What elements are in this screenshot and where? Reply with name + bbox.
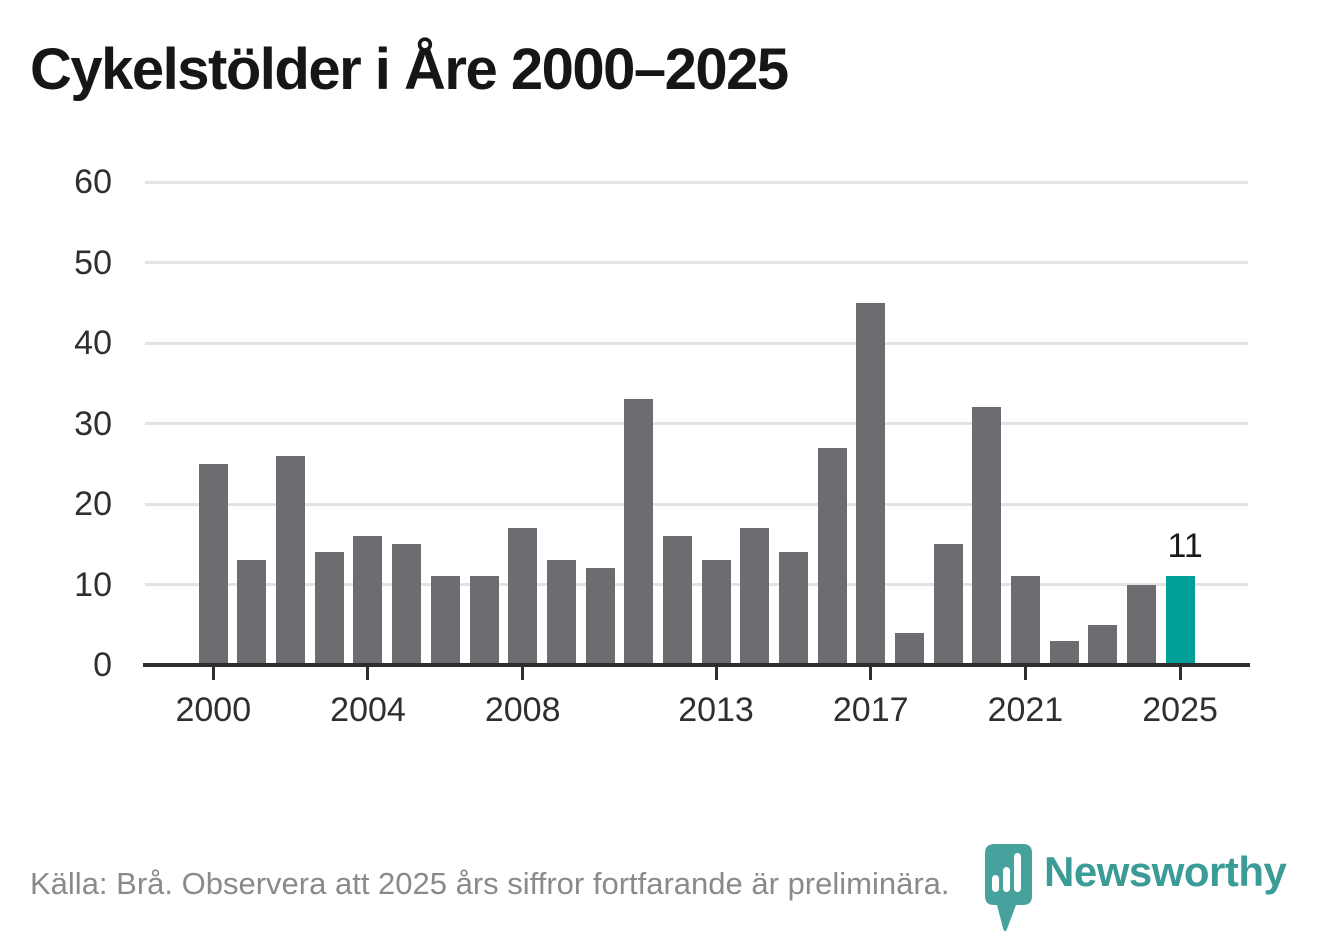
source-note: Källa: Brå. Observera att 2025 års siffr…	[30, 866, 950, 901]
gridline-y-40	[145, 341, 1248, 345]
x-axis-label-2025: 2025	[1142, 691, 1218, 729]
bar-2006	[430, 576, 460, 665]
highlight-value-label: 11	[1167, 527, 1203, 566]
bar-2021	[1010, 576, 1040, 665]
x-axis-label-2021: 2021	[987, 691, 1064, 729]
newsworthy-wordmark: Newsworthy	[1044, 848, 1287, 895]
x-axis-line	[143, 663, 1250, 667]
bar-2023	[1088, 624, 1118, 665]
bar-2008	[508, 528, 538, 665]
bar-2012	[662, 536, 692, 665]
x-axis-tick-2013	[714, 667, 718, 680]
x-axis-tick-2000	[211, 667, 215, 680]
x-axis-tick-2017	[869, 667, 873, 680]
bar-2018	[894, 632, 924, 665]
y-axis-label-60: 60	[74, 163, 112, 201]
bar-2009	[546, 560, 576, 665]
bar-2011	[624, 399, 654, 665]
bar-2003	[314, 552, 344, 665]
bar-2017	[856, 302, 886, 665]
x-axis-label-2017: 2017	[832, 691, 909, 729]
x-axis-tick-2025	[1178, 667, 1182, 680]
y-axis-label-10: 10	[74, 565, 112, 604]
bar-2013	[701, 560, 731, 665]
bar-2024	[1126, 584, 1156, 665]
x-axis-tick-2008	[521, 667, 525, 680]
bar-2015	[778, 552, 808, 665]
gridline-y-20	[145, 502, 1248, 506]
bar-2020	[972, 407, 1002, 665]
x-axis-tick-2021	[1023, 667, 1027, 680]
bar-2019	[933, 544, 963, 665]
bar-2007	[469, 576, 499, 665]
x-axis-label-2004: 2004	[330, 691, 406, 729]
bar-2002	[276, 455, 306, 665]
bar-2025	[1165, 576, 1195, 665]
bar-2016	[817, 447, 847, 665]
bar-2014	[740, 528, 770, 665]
bar-2005	[392, 544, 422, 665]
y-axis-label-50: 50	[74, 243, 112, 282]
x-axis-tick-2004	[366, 667, 370, 680]
chart-title: Cykelstölder i Åre 2000–2025	[30, 37, 789, 102]
gridline-y-50	[145, 261, 1248, 264]
bar-2010	[585, 568, 615, 665]
gridline-y-30	[145, 422, 1248, 425]
y-axis-label-0: 0	[93, 646, 112, 684]
y-axis-label-30: 30	[74, 404, 112, 443]
newsworthy-pin-barchart-icon	[985, 844, 1032, 932]
y-axis-label-40: 40	[74, 324, 112, 362]
x-axis-label-2008: 2008	[484, 691, 561, 729]
x-axis-label-2013: 2013	[678, 691, 754, 729]
x-axis-label-2000: 2000	[175, 691, 252, 729]
bar-2022	[1049, 640, 1079, 665]
bar-2004	[353, 536, 383, 665]
newsworthy-logo	[983, 843, 1035, 939]
bar-2000	[198, 463, 228, 665]
y-axis-label-20: 20	[74, 485, 112, 523]
bar-2001	[237, 560, 267, 665]
gridline-y-10	[145, 583, 1248, 586]
gridline-y-60	[145, 180, 1248, 184]
